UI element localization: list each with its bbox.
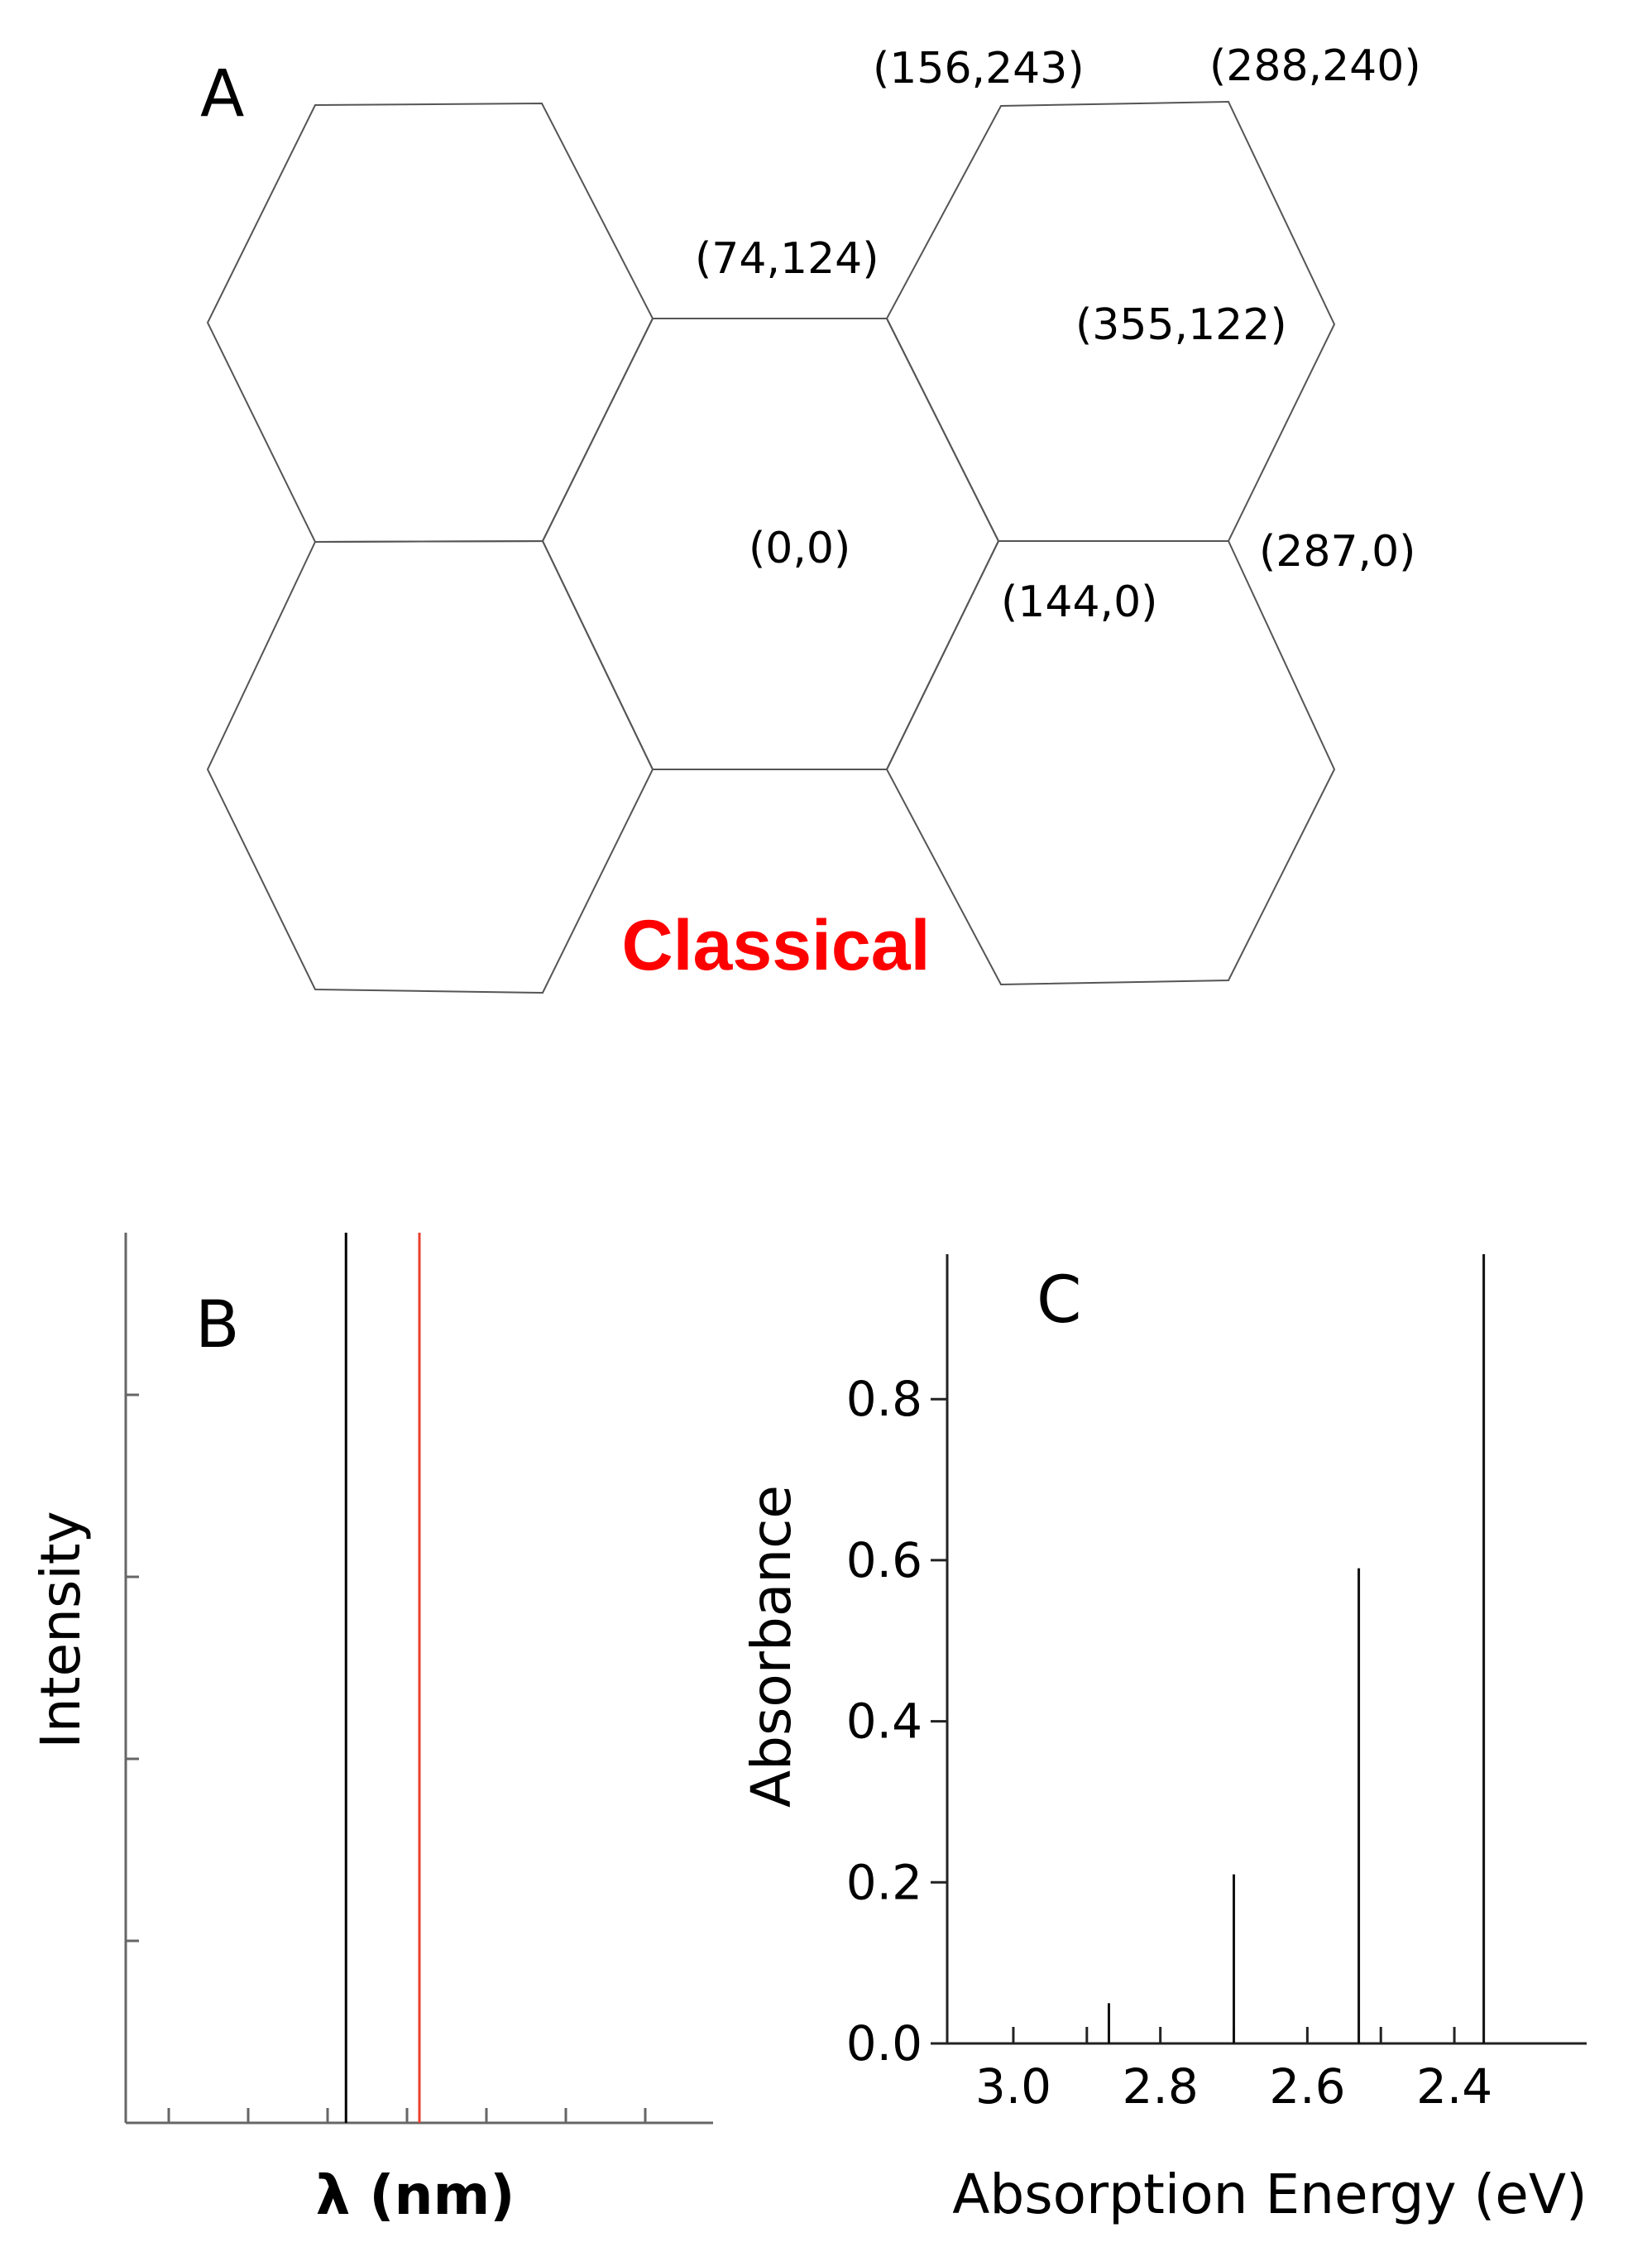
y-axis-title: Intensity [29,1511,93,1748]
classical-label: Classical [622,906,931,985]
coord-label: (288,240) [1209,41,1421,91]
x-tick-label: 3.0 [975,2058,1051,2115]
y-axis-title: Absorbance [740,1485,803,1808]
panel-c-letter: C [1037,1263,1081,1338]
coord-label: (355,122) [1075,300,1287,350]
panel-c: C 0.0 0.2 0.4 0.6 0.8 3.0 2.8 2.6 2.4 Absorbanc… [740,1254,1587,2226]
x-axis-title: λ (nm) [316,2163,515,2227]
x-axis-title: Absorption Energy (eV) [952,2163,1587,2226]
panel-a: A (156,243) (288,240) (74,124) (355,122)… [200,41,1421,994]
y-tick-label: 0.8 [846,1371,922,1427]
hexagon-lower-left [206,539,654,994]
x-tick-label: 2.4 [1416,2058,1492,2115]
y-tick-label: 0.4 [846,1693,922,1750]
x-tick-label: 2.6 [1269,2058,1345,2115]
panel-a-letter: A [200,57,244,132]
y-tick-label: 0.0 [846,2015,922,2072]
coord-label: (287,0) [1259,527,1415,577]
panel-b: B Intensity λ (nm) [29,1233,713,2227]
coord-label: (156,243) [873,44,1085,93]
y-tick-label: 0.2 [846,1854,922,1910]
hexagon-lower-right [885,540,1336,986]
x-tick-label: 2.8 [1123,2058,1199,2115]
hexagon-upper-left [206,102,654,544]
coord-label: (144,0) [1001,577,1157,627]
panel-b-letter: B [195,1288,240,1363]
y-tick-label: 0.6 [846,1532,922,1588]
coord-label: (0,0) [749,524,850,573]
coord-label: (74,124) [695,234,879,284]
